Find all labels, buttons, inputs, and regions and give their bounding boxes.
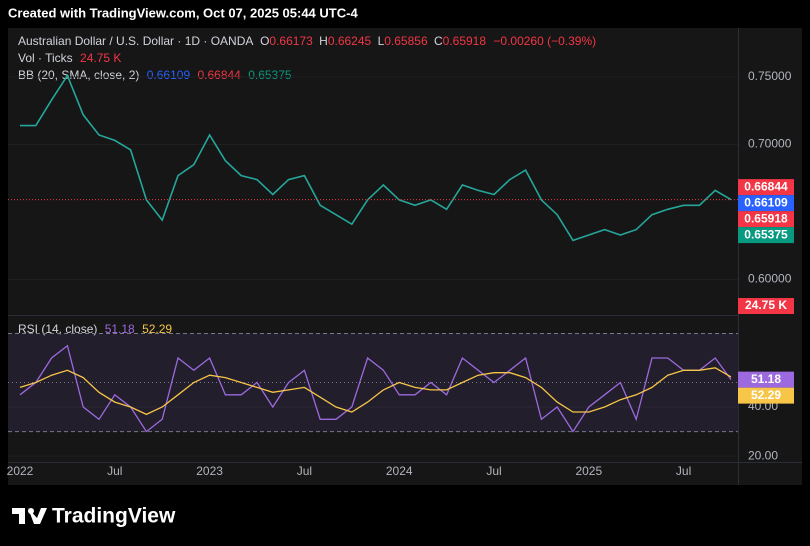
data-line — [19, 344, 732, 433]
x-tick-label: Jul — [676, 464, 691, 478]
volume-legend: Vol · Ticks 24.75 K — [18, 51, 121, 65]
y-tick-label: 20.00 — [748, 448, 778, 462]
price-tag-label: 0.66844 — [744, 179, 788, 193]
y-tick-label: 0.75000 — [748, 69, 792, 83]
volume-title: Vol · Ticks — [18, 51, 73, 65]
data-line — [20, 73, 732, 242]
rsi-ma-value: 52.29 — [142, 322, 172, 336]
volume-tag-label: 24.75 K — [745, 298, 787, 312]
time-scale-border — [8, 462, 802, 463]
x-tick-label: 2025 — [575, 464, 602, 478]
ohlc-key: H — [319, 34, 328, 48]
created-note: Created with TradingView.com, Oct 07, 20… — [8, 5, 358, 20]
ohlc-key: O — [260, 34, 269, 48]
bb-legend: BB (20, SMA, close, 2) 0.66109 0.66844 0… — [18, 68, 292, 82]
price-scale-border — [738, 28, 739, 485]
change: −0.00260 (−0.39%) — [493, 34, 596, 48]
x-tick-label: 2024 — [386, 464, 413, 478]
y-tick-label: 0.70000 — [748, 137, 792, 151]
price-tag-label: 0.65918 — [744, 211, 788, 225]
price-tag — [738, 211, 794, 228]
ohlc-value: 0.66173 — [269, 34, 313, 48]
ohlc-key: L — [378, 34, 385, 48]
x-tick-label: 2023 — [196, 464, 223, 478]
ohlc-key: C — [434, 34, 443, 48]
ohlc-value: 0.65918 — [443, 34, 487, 48]
brand-logo — [12, 508, 47, 524]
brand-name: TradingView — [52, 505, 176, 528]
volume-value: 24.75 K — [80, 51, 121, 65]
bb-basis: 0.66109 — [147, 68, 191, 82]
bb-title: BB (20, SMA, close, 2) — [18, 68, 139, 82]
price-tag — [738, 195, 794, 212]
price-tag — [738, 371, 794, 388]
x-tick-label: Jul — [486, 464, 501, 478]
price-tag — [738, 227, 794, 244]
bb-lower: 0.65375 — [248, 68, 292, 82]
x-tick-label: Jul — [107, 464, 122, 478]
price-tag-label: 51.18 — [751, 372, 781, 386]
bb-upper: 0.66844 — [197, 68, 241, 82]
rsi-title: RSI (14, close) — [18, 322, 97, 336]
price-tag — [738, 179, 794, 196]
rsi-legend: RSI (14, close) 51.18 52.29 — [18, 322, 172, 336]
symbol-title: Australian Dollar / U.S. Dollar · 1D · O… — [18, 34, 253, 48]
ohlc-value: 0.66245 — [328, 34, 372, 48]
data-line — [19, 367, 732, 416]
rsi-band-fill — [8, 333, 738, 432]
chart-frame — [8, 28, 802, 485]
x-tick-label: Jul — [297, 464, 312, 478]
price-tag-label: 52.29 — [751, 388, 781, 402]
y-tick-label: 0.60000 — [748, 272, 792, 286]
price-tag-label: 0.65375 — [744, 227, 788, 241]
x-tick-label: 2022 — [7, 464, 34, 478]
symbol-legend: Australian Dollar / U.S. Dollar · 1D · O… — [18, 34, 596, 48]
price-tag — [738, 387, 794, 404]
volume-tag — [738, 298, 794, 314]
pane-divider — [8, 315, 738, 316]
rsi-value: 51.18 — [105, 322, 135, 336]
ohlc-value: 0.65856 — [384, 34, 428, 48]
price-tag-label: 0.66109 — [744, 195, 788, 209]
